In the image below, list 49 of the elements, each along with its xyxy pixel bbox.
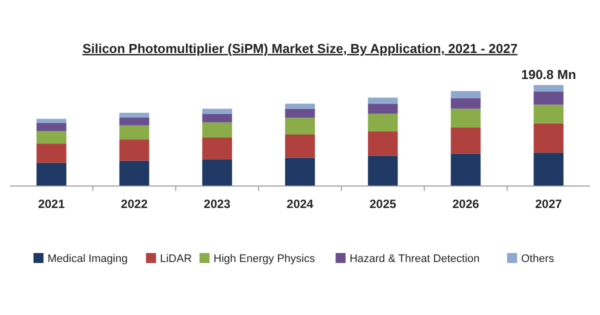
bar [202, 114, 232, 122]
bar [450, 154, 481, 186]
bar [368, 114, 398, 132]
bar [534, 92, 564, 105]
legend-label: Medical Imaging [48, 253, 128, 265]
bar [202, 138, 232, 160]
bar [119, 112, 150, 118]
bar [202, 108, 232, 114]
bar [368, 104, 398, 114]
bar [450, 108, 481, 128]
legend-label: High Energy Physics [214, 253, 316, 265]
x-tick-label: 2026 [452, 197, 480, 211]
bar [450, 91, 481, 98]
bar [534, 104, 564, 124]
bar [36, 122, 66, 131]
bar [119, 160, 150, 186]
bar [36, 130, 66, 144]
legend-label: Others [521, 253, 555, 265]
annotation: 190.8 Mn [521, 67, 576, 82]
bar [450, 127, 481, 154]
bar [534, 123, 564, 153]
x-tick-label: 2027 [535, 197, 562, 211]
x-tick-label: 2021 [38, 197, 66, 211]
bar [285, 118, 315, 134]
bar [202, 122, 232, 138]
legend-label: Hazard & Threat Detection [350, 253, 480, 265]
bar [285, 158, 315, 186]
bar [534, 152, 564, 186]
chart-title: Silicon Photomultiplier (SiPM) Market Size, By Application, 2021 - 2027 [82, 41, 518, 56]
bar [450, 98, 481, 109]
bar [368, 98, 398, 104]
bar [534, 85, 564, 92]
x-tick-label: 2023 [204, 197, 231, 211]
bar [119, 117, 150, 126]
bar [36, 144, 66, 163]
bar [119, 140, 150, 161]
bar [285, 108, 315, 118]
legend-label: LiDAR [160, 253, 192, 265]
bar [368, 156, 398, 186]
x-tick-label: 2022 [120, 197, 148, 211]
bar [285, 134, 315, 158]
bar [36, 118, 66, 123]
bar [202, 159, 232, 186]
x-tick-label: 2025 [370, 197, 397, 211]
bar [368, 131, 398, 156]
bar [285, 104, 315, 109]
x-tick-label: 2024 [286, 197, 314, 211]
bar [36, 162, 66, 186]
bar [119, 125, 150, 140]
